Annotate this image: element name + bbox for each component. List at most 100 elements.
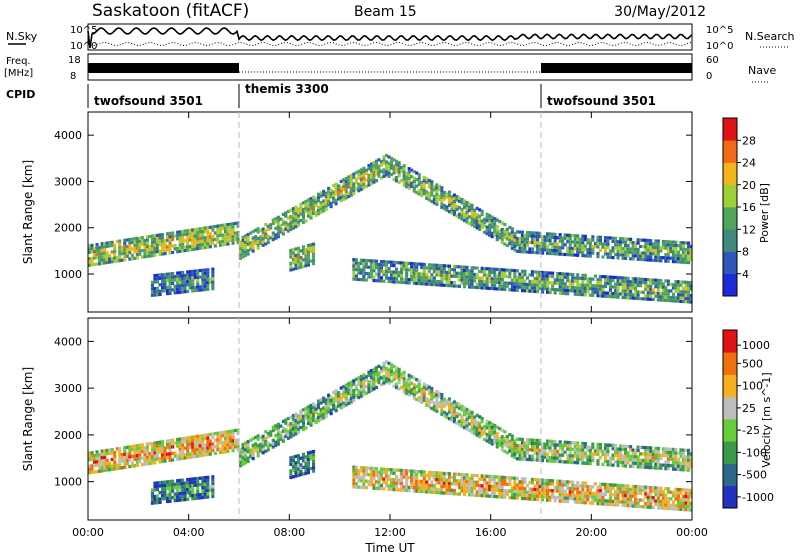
heatmap-cell (546, 281, 550, 285)
heatmap-cell (191, 276, 195, 280)
heatmap-cell (284, 211, 288, 215)
heatmap-cell (125, 458, 129, 462)
beam-title: Beam 15 (354, 4, 417, 20)
heatmap-cell (400, 166, 404, 170)
heatmap-cell (470, 210, 474, 214)
heatmap-cell (626, 286, 630, 290)
heatmap-cell (337, 394, 341, 398)
heatmap-cell (236, 448, 240, 452)
heatmap-cell (161, 289, 165, 293)
heatmap-cell (188, 270, 192, 274)
heatmap-cell (525, 282, 529, 287)
heatmap-cell (553, 242, 557, 246)
heatmap-cell (666, 503, 670, 507)
heatmap-cell (629, 237, 633, 241)
heatmap-cell (543, 280, 547, 284)
heatmap-cell (679, 296, 683, 300)
heatmap-cell (674, 454, 678, 458)
heatmap-cell (362, 179, 366, 183)
heatmap-cell (387, 474, 391, 478)
heatmap-cell (639, 284, 643, 288)
heatmap-cell (513, 232, 517, 236)
heatmap-cell (490, 286, 494, 291)
heatmap-cell (619, 483, 623, 488)
heatmap-cell (425, 190, 429, 194)
heatmap-cell (357, 271, 361, 275)
heatmap-cell (541, 270, 545, 275)
heatmap-cell (500, 448, 504, 452)
heatmap-cell (538, 248, 542, 252)
heatmap-cell (397, 274, 401, 278)
heatmap-cell (475, 216, 479, 220)
heatmap-cell (186, 446, 190, 450)
heatmap-cell (93, 249, 97, 254)
heatmap-cell (176, 479, 180, 483)
heatmap-cell (432, 474, 436, 478)
heatmap-cell (294, 428, 298, 433)
heatmap-cell (473, 276, 477, 280)
heatmap-cell (551, 443, 555, 447)
heatmap-cell (216, 438, 220, 442)
heatmap-cell (543, 445, 547, 450)
heatmap-cell (601, 495, 605, 500)
heatmap-cell (309, 407, 313, 411)
heatmap-cell (322, 416, 326, 420)
heatmap-cell (505, 243, 509, 248)
heatmap-cell (198, 236, 202, 241)
heatmap-cell (284, 431, 288, 435)
heatmap-cell (150, 454, 154, 459)
heatmap-cell (634, 504, 638, 508)
heatmap-cell (301, 424, 305, 428)
heatmap-cell (412, 469, 416, 473)
heatmap-cell (493, 475, 497, 479)
heatmap-cell (624, 487, 628, 491)
heatmap-cell (430, 266, 434, 270)
heatmap-cell (603, 242, 607, 246)
heatmap-cell (216, 444, 220, 448)
heatmap-cell (382, 161, 386, 165)
heatmap-cell (201, 278, 205, 282)
heatmap-cell (166, 275, 170, 279)
heatmap-cell (500, 221, 504, 225)
heatmap-cell (276, 442, 280, 446)
heatmap-cell (155, 289, 159, 294)
heatmap-cell (518, 444, 522, 448)
colorbar-tick-label: 1000 (742, 339, 770, 352)
heatmap-cell (352, 395, 356, 399)
heatmap-cell (669, 240, 673, 244)
heatmap-cell (659, 463, 663, 467)
heatmap-cell (619, 490, 623, 494)
heatmap-cell (503, 443, 507, 447)
heatmap-cell (608, 502, 612, 507)
heatmap-cell (390, 369, 394, 374)
heatmap-cell (259, 442, 263, 446)
heatmap-cell (352, 188, 356, 192)
heatmap-cell (513, 269, 517, 273)
heatmap-cell (475, 266, 479, 270)
nsearch-label: N.Search (745, 30, 795, 43)
heatmap-cell (344, 186, 348, 190)
heatmap-cell (664, 279, 668, 283)
heatmap-cell (130, 454, 134, 458)
heatmap-cell (306, 260, 310, 264)
heatmap-cell (344, 193, 348, 197)
heatmap-cell (603, 291, 607, 295)
heatmap-cell (301, 217, 305, 221)
heatmap-cell (377, 167, 381, 172)
heatmap-cell (186, 238, 190, 243)
heatmap-cell (422, 470, 426, 474)
heatmap-cell (430, 183, 434, 187)
heatmap-cell (276, 422, 280, 426)
heatmap-cell (176, 271, 180, 275)
heatmap-cell (422, 266, 426, 270)
heatmap-cell (566, 279, 570, 283)
heatmap-cell (379, 260, 383, 264)
heatmap-cell (500, 495, 504, 499)
heatmap-cell (455, 274, 459, 278)
heatmap-cell (541, 485, 545, 489)
heatmap-cell (359, 261, 363, 265)
heatmap-cell (171, 234, 175, 238)
heatmap-cell (322, 202, 326, 206)
heatmap-cell (485, 436, 489, 440)
heatmap-cell (530, 280, 534, 284)
